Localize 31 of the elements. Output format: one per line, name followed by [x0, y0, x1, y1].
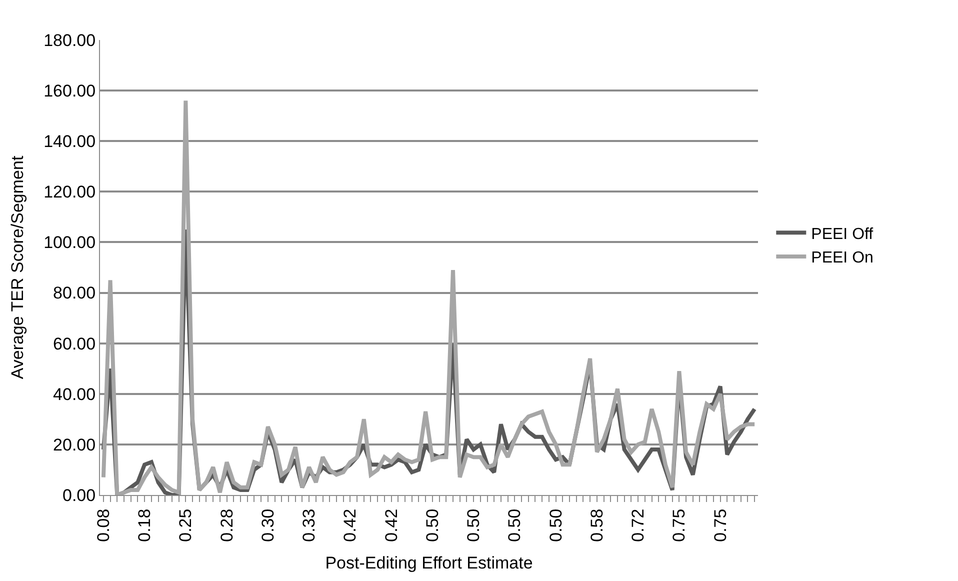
y-tick-label: 180.00	[44, 30, 96, 50]
x-tick-label: 0.33	[300, 508, 319, 542]
y-tick-label: 100.00	[44, 233, 96, 252]
y-tick-label: 120.00	[44, 182, 96, 202]
x-tick-label: 0.18	[135, 508, 154, 542]
y-tick-label: 40.00	[53, 384, 96, 404]
x-tick-label: 0.28	[217, 508, 236, 542]
line-series	[101, 98, 757, 495]
x-tick-label: 0.75	[670, 508, 689, 542]
y-tick-label: 80.00	[53, 284, 96, 303]
x-tick-label: 0.58	[587, 508, 606, 542]
x-tick-label: 0.50	[464, 508, 484, 542]
x-tick-label: 0.75	[710, 508, 730, 542]
legend-label: PEEI On	[811, 250, 874, 267]
y-tick-label: 140.00	[44, 132, 96, 152]
x-axis-title: Post-Editing Effort Estimate	[325, 553, 533, 572]
y-axis-title: Average TER Score/Segment	[8, 156, 28, 380]
x-tick-label: 0.50	[422, 508, 442, 542]
x-tick-label: 0.30	[258, 508, 278, 542]
y-tick-label: 0.00	[62, 486, 96, 505]
x-tick-label: 0.08	[94, 508, 113, 542]
y-tick-label: 60.00	[53, 334, 96, 354]
x-tick-label: 0.50	[505, 508, 524, 542]
x-tick-label: 0.25	[176, 508, 196, 542]
legend-label: PEEI Off	[811, 226, 874, 243]
x-tick-label: 0.72	[628, 508, 648, 542]
y-tick-label: 160.00	[44, 82, 96, 101]
y-tick-label: 20.00	[53, 435, 96, 454]
x-tick-label: 0.42	[340, 508, 360, 542]
x-tick-label: 0.42	[382, 508, 401, 542]
x-tick-label: 0.50	[546, 508, 566, 542]
